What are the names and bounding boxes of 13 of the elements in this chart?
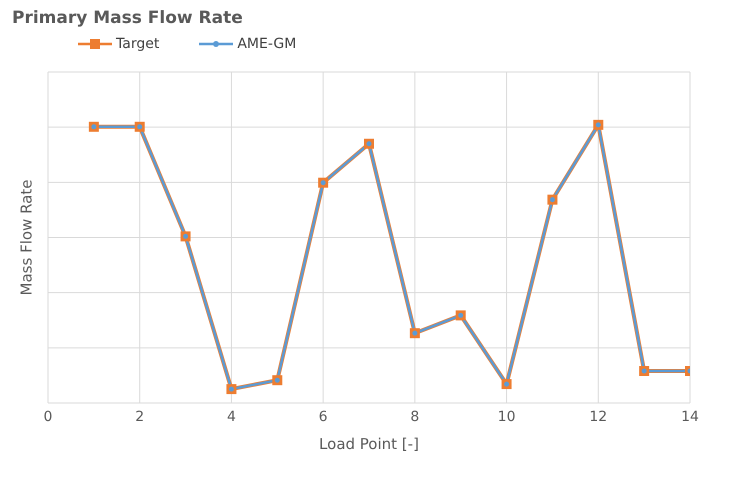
x-tick-label: 10 xyxy=(498,408,516,425)
x-tick-label: 12 xyxy=(589,408,608,425)
x-tick-label: 0 xyxy=(44,408,52,425)
y-axis-title: Mass Flow Rate xyxy=(17,180,36,296)
chart-title: Primary Mass Flow Rate xyxy=(11,8,244,30)
x-tick-label: 8 xyxy=(410,408,420,425)
x-tick-label: 4 xyxy=(226,408,236,425)
legend-label: AME-GM xyxy=(236,36,296,52)
x-tick-label: 6 xyxy=(318,408,328,425)
legend-label: Target xyxy=(115,36,160,52)
x-tick-label: 2 xyxy=(135,408,144,425)
x-tick-label: 14 xyxy=(681,408,699,425)
x-axis-title: Load Point [-] xyxy=(319,435,419,453)
